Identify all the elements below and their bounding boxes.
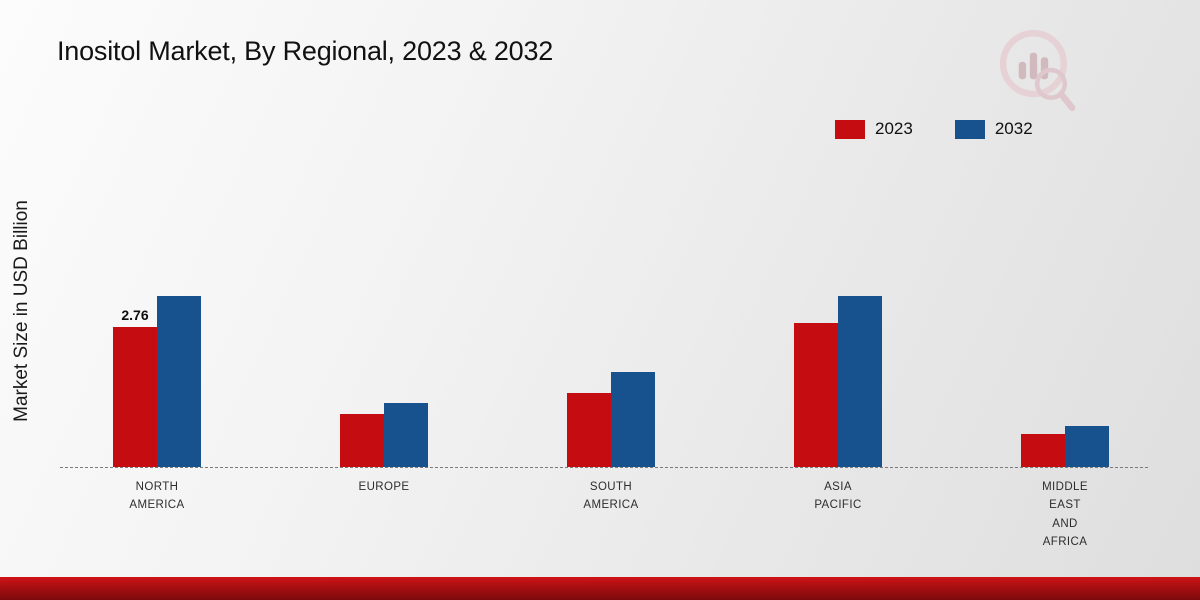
category-label-middle-east-and-africa: MIDDLE EAST AND AFRICA xyxy=(1042,481,1088,549)
legend-swatch-2023 xyxy=(835,119,865,139)
bar-2023-south-america xyxy=(567,393,611,467)
category-label-north-america: NORTH AMERICA xyxy=(129,481,185,512)
bar-2023-north-america: 2.76 xyxy=(113,307,157,467)
footer-band xyxy=(0,577,1200,600)
category-label-europe: EUROPE xyxy=(358,481,410,493)
legend-label-2032: 2032 xyxy=(994,119,1033,138)
bar-group-south-america xyxy=(551,372,671,467)
chart-title: Inositol Market, By Regional, 2023 & 203… xyxy=(57,36,554,66)
bar-group-north-america: 2.76 xyxy=(97,296,217,467)
legend-item-2032: 2032 xyxy=(954,119,1033,139)
bar-2032-europe xyxy=(384,403,428,467)
bar-2032-south-america xyxy=(611,372,655,467)
bar-group-middle-east-and-africa xyxy=(1005,426,1125,467)
bar-2032-middle-east-and-africa xyxy=(1065,426,1109,467)
bar-group-europe xyxy=(324,403,444,467)
x-axis-baseline xyxy=(60,467,1148,468)
bar-2023-middle-east-and-africa xyxy=(1021,434,1065,467)
legend-label-2023: 2023 xyxy=(875,119,913,138)
legend-swatch-2032 xyxy=(954,119,985,139)
mrfr-logo-icon xyxy=(999,30,1076,112)
legend: 2023 2032 xyxy=(835,119,1033,139)
legend-item-2023: 2023 xyxy=(835,119,913,139)
bar-2023-asia-pacific xyxy=(794,323,838,467)
bar-2032-north-america xyxy=(157,296,201,467)
bar-2032-asia-pacific xyxy=(838,296,882,467)
bar-group-asia-pacific xyxy=(778,296,898,467)
category-label-south-america: SOUTH AMERICA xyxy=(583,481,639,512)
bar-value-label: 2.76 xyxy=(121,307,149,323)
category-label-asia-pacific: ASIA PACIFIC xyxy=(814,481,862,512)
bar-2023-europe xyxy=(340,414,384,467)
